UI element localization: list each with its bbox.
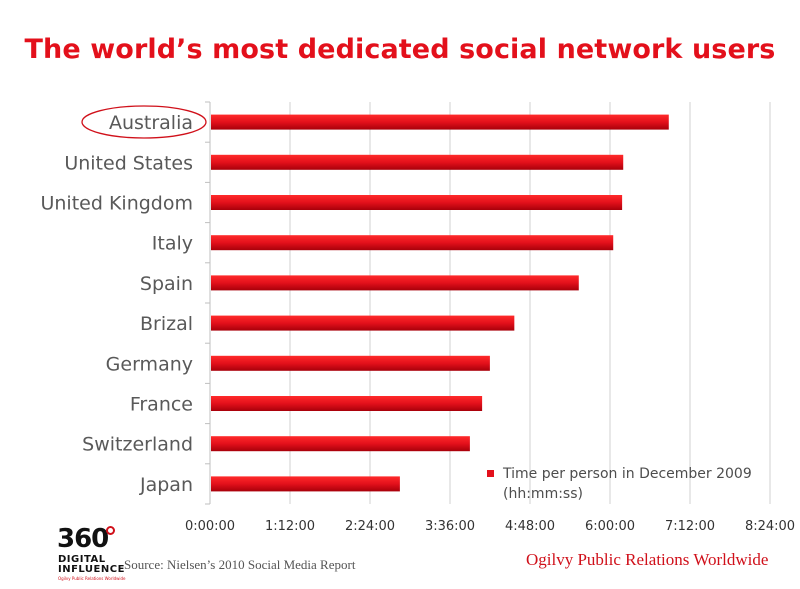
company-name: Ogilvy Public Relations Worldwide bbox=[526, 550, 769, 569]
legend-line2: (hh:mm:ss) bbox=[503, 486, 583, 502]
x-tick-label: 6:00:00 bbox=[585, 519, 635, 534]
logo-line3: Ogilvy Public Relations Worldwide bbox=[58, 576, 126, 581]
tick-labels: 0:00:00 1:12:00 2:24:00 3:36:00 4:48:00 6:00:… bbox=[185, 519, 795, 534]
x-tick-label: 7:12:00 bbox=[665, 519, 715, 534]
x-tick-label: 1:12:00 bbox=[265, 519, 315, 534]
category-label: Switzerland bbox=[82, 434, 193, 456]
x-tick-label: 3:36:00 bbox=[425, 519, 475, 534]
category-label: Italy bbox=[152, 233, 193, 255]
x-tick-label: 2:24:00 bbox=[345, 519, 395, 534]
legend: Time per person in December 2009 (hh:mm:… bbox=[487, 466, 752, 502]
legend-swatch bbox=[487, 470, 494, 477]
source-note: Source: Nielsen’s 2010 Social Media Repo… bbox=[124, 557, 356, 572]
category-label: United Kingdom bbox=[40, 193, 193, 215]
bar-germany bbox=[211, 355, 490, 371]
bar-united-kingdom bbox=[211, 195, 623, 210]
category-label: Australia bbox=[109, 112, 193, 134]
category-label: United States bbox=[64, 152, 193, 174]
bar-spain bbox=[211, 275, 579, 291]
bar-switzerland bbox=[211, 436, 470, 452]
bars bbox=[211, 114, 669, 492]
legend-line1: Time per person in December 2009 bbox=[502, 466, 752, 482]
360-digital-influence-logo: 360 DIGITAL INFLUENCE Ogilvy Public Rela… bbox=[57, 524, 126, 581]
logo-line2: INFLUENCE bbox=[58, 564, 125, 575]
bar-france bbox=[211, 396, 483, 411]
bar-italy bbox=[211, 235, 614, 251]
bar-brizal bbox=[211, 315, 515, 331]
category-labels: Australia United States United Kingdom Ital… bbox=[40, 112, 193, 496]
category-label: Germany bbox=[106, 353, 193, 375]
logo-number: 360 bbox=[57, 524, 109, 554]
logo-degree-icon bbox=[106, 526, 115, 535]
x-tick-label: 8:24:00 bbox=[745, 519, 795, 534]
bar-united-states bbox=[211, 154, 624, 170]
highlight-ellipse bbox=[81, 105, 207, 139]
bar-australia bbox=[211, 114, 669, 130]
x-tick-label: 4:48:00 bbox=[505, 519, 555, 534]
x-tick-label: 0:00:00 bbox=[185, 519, 235, 534]
category-label: France bbox=[130, 394, 193, 416]
logo-line1: DIGITAL bbox=[58, 554, 106, 565]
bar-japan bbox=[211, 476, 400, 492]
category-label: Spain bbox=[140, 273, 193, 295]
axes bbox=[205, 101, 211, 505]
category-label: Japan bbox=[139, 474, 193, 496]
category-label: Brizal bbox=[140, 313, 193, 335]
chart-title: The world’s most dedicated social networ… bbox=[24, 34, 776, 65]
